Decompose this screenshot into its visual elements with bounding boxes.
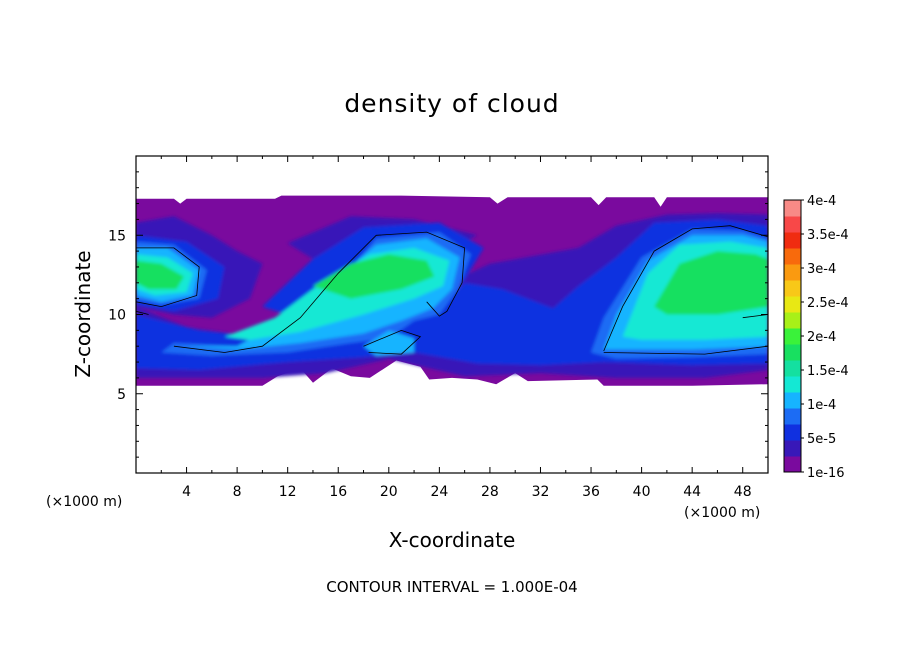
x-tick-label: 4 [182,484,191,500]
colorbar-label: 3e-4 [807,262,836,277]
x-tick-label: 24 [430,484,448,500]
colorbar-swatch [784,232,801,249]
x-axis-ticks: 4 8 12 16 20 24 28 32 36 40 44 48 [160,156,752,500]
field-sample [300,322,301,323]
colorbar-swatch [784,360,801,377]
x-tick-label: 12 [279,484,297,500]
contour-line [603,225,768,352]
y-tick-label: 10 [108,308,126,324]
x-axis-label: X-coordinate [389,528,516,552]
colorbar-swatch [784,280,801,297]
chart-title: density of cloud [344,89,559,118]
colorbar-label: 2.5e-4 [807,296,849,311]
contour-lines [136,225,768,355]
x-tick-label: 48 [734,484,752,500]
field-sample [451,211,452,212]
colorbar-swatch [784,392,801,409]
colorbar-label: 3.5e-4 [807,228,849,243]
x-tick-label: 44 [683,484,701,500]
colorbar-label: 1e-16 [807,466,845,481]
colorbar-swatch [784,216,801,233]
x-tick-label: 20 [380,484,398,500]
contour-line [603,345,768,355]
colorbar-swatch [784,424,801,441]
y-tick-label: 5 [117,387,126,403]
x-tick-label: 28 [481,484,499,500]
field-sample [515,298,516,299]
colorbar-label: 2e-4 [807,330,836,345]
x-tick-label: 36 [582,484,600,500]
colorbar-swatch [784,200,801,217]
contour-line [136,310,149,315]
field-sample [704,282,705,283]
colorbar-label: 1e-4 [807,398,836,413]
contour-line [136,247,200,308]
cloud-density-field [136,195,768,386]
z-unit-label: (×1000 m) [46,494,122,510]
y-axis-ticks: 5 10 15 [108,171,768,458]
x-tick-label: 8 [233,484,242,500]
contour-interval-note: CONTOUR INTERVAL = 1.000E-04 [326,578,577,596]
colorbar-swatch [784,344,801,361]
field-sample [161,274,162,275]
y-axis-label: Z-coordinate [71,250,95,377]
cloud-core-green [654,251,768,315]
cloud-core-green [136,260,184,290]
colorbar-swatch [784,408,801,425]
colorbar-swatch [784,296,801,313]
colorbar-swatch [784,312,801,329]
cloud-lobe-cyan [363,330,415,356]
x-unit-label: (×1000 m) [684,505,760,521]
colorbar-label: 5e-5 [807,432,836,447]
colorbar-swatch [784,456,801,473]
contour-line [173,231,466,353]
colorbar-swatch [784,328,801,345]
colorbar-swatch [784,376,801,393]
field-sample [376,258,377,259]
colorbar-swatch [784,440,801,457]
x-tick-label: 32 [532,484,550,500]
colorbar-swatch [784,264,801,281]
contour-line [363,329,422,355]
x-tick-label: 40 [633,484,651,500]
colorbar: 1e-16 5e-5 1e-4 1.5e-4 2e-4 2.5e-4 3e-4 3.5e-4 4… [783,194,849,481]
x-tick-label: 16 [329,484,347,500]
cloud-core-green [313,254,435,299]
colorbar-label: 1.5e-4 [807,364,849,379]
contour-line [742,314,768,319]
y-tick-label: 15 [108,228,126,244]
colorbar-swatch [784,248,801,265]
colorbar-label: 4e-4 [807,194,836,209]
